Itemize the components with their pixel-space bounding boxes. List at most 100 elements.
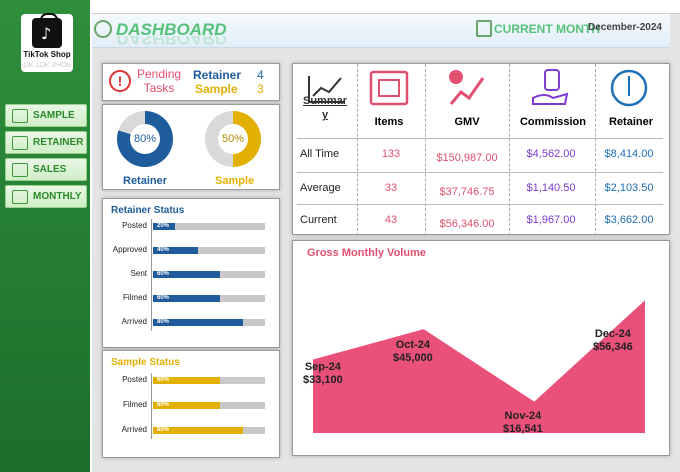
nav-label: SAMPLE (33, 110, 75, 121)
summary-cell: 133 (381, 148, 401, 160)
status-bar-track: 80% (153, 427, 265, 434)
summary-cell: 43 (384, 214, 398, 226)
gmv-data-label: Dec-24 $56,346 (593, 328, 633, 354)
nav-label: SALES (33, 164, 67, 175)
line-chart-icon (308, 76, 345, 103)
col-header-items: Items (374, 116, 404, 128)
pending-tasks-label: Pending Tasks (137, 67, 182, 95)
brand-name: TikTok Shop (23, 50, 71, 59)
summary-cell: 33 (384, 182, 398, 194)
summary-title: Summar y (302, 95, 348, 121)
status-row-label: Filmed (122, 293, 147, 302)
music-note-icon: ♪ (41, 24, 52, 43)
summary-table-panel: Summar y Items GMV Commission Retainer A… (292, 63, 670, 236)
sample-status-title: Sample Status (111, 357, 180, 368)
dashboard-header: DASHBOARD DASHBOARD CURRENT MONTH Decemb… (92, 14, 670, 48)
top-strip (92, 0, 680, 14)
gmv-data-label: Oct-24 $45,000 (393, 339, 433, 365)
summary-row-label: All Time (300, 148, 340, 160)
clock-icon (610, 69, 648, 107)
sample-ring-label: Sample (215, 175, 255, 187)
alert-icon: ! (109, 70, 131, 92)
status-row-label: Posted (122, 221, 147, 230)
status-row-label: Filmed (122, 400, 147, 409)
summary-cell: $3,662.00 (604, 214, 654, 226)
status-bar-fill: 60% (153, 271, 221, 278)
status-bar-track: 60% (153, 295, 265, 302)
status-bar-fill: 20% (153, 223, 176, 230)
col-header-retainer: Retainer (608, 116, 654, 128)
status-bar-track: 80% (153, 319, 265, 326)
retainer-ring-label: Retainer (123, 175, 168, 187)
retainer-status-panel: Retainer Status Posted 20% Approved 40% Sent… (102, 198, 280, 348)
sample-progress-ring: 50% (205, 111, 261, 167)
status-row-label: Approved (112, 245, 147, 254)
retainer-status-title: Retainer Status (111, 205, 185, 216)
pending-sample-count: 3 (257, 82, 264, 96)
gmv-area (313, 300, 645, 433)
nav-monthly-button[interactable]: MONTHLY (5, 185, 87, 208)
nav-label: RETAINER (33, 137, 84, 148)
current-month-value: December-2024 (588, 22, 662, 33)
chart-title: Gross Monthly Volume (307, 247, 426, 259)
pending-sample-label: Sample (195, 82, 238, 96)
col-header-gmv: GMV (454, 116, 480, 128)
summary-cell: $8,414.00 (604, 148, 654, 160)
calendar-icon (12, 189, 28, 204)
growth-chart-icon (449, 70, 485, 105)
retainer-progress-ring: 80% (117, 111, 173, 167)
status-axis (151, 219, 152, 331)
nav-sample-button[interactable]: SAMPLE (5, 104, 87, 127)
status-bar-track: 60% (153, 402, 265, 409)
status-row-label: Sent (130, 269, 147, 278)
summary-cell: $37,746.75 (439, 186, 495, 198)
calendar-icon (476, 20, 492, 37)
nav-retainer-button[interactable]: RETAINER (5, 131, 87, 154)
status-bar-track: 40% (153, 247, 265, 254)
status-bar-fill: 60% (153, 377, 221, 384)
sample-percent: 50% (218, 124, 248, 154)
col-header-commission: Commission (519, 116, 586, 128)
gmv-area-chart (313, 300, 645, 433)
euro-hand-icon (532, 69, 569, 105)
summary-row-label: Current (300, 214, 337, 226)
gmv-data-label: Nov-24 $16,541 (503, 409, 543, 435)
status-bar-track: 20% (153, 223, 265, 230)
retainer-percent: 80% (130, 124, 160, 154)
status-bar-track: 60% (153, 377, 265, 384)
nav-sales-button[interactable]: SALES (5, 158, 87, 181)
gmv-chart-panel: Gross Monthly Volume Sep-24 $33,100 Oct-24… (292, 240, 670, 456)
pending-retainer-label: Retainer (193, 68, 242, 82)
status-bar-fill: 60% (153, 402, 221, 409)
brand-reflection: TIK TOK SHOP (22, 60, 72, 67)
gauge-icon (94, 20, 112, 38)
summary-cell: $56,346.00 (439, 218, 495, 230)
progress-rings-panel: 80% Retainer 50% Sample (102, 104, 280, 190)
status-bar-fill: 60% (153, 295, 221, 302)
shopping-bag-icon: ♪ (32, 13, 62, 48)
nav-label: MONTHLY (33, 191, 82, 202)
status-row-label: Posted (122, 375, 147, 384)
current-month-label: CURRENT MONTH (494, 22, 600, 36)
gmv-data-label: Sep-24 $33,100 (303, 361, 343, 387)
pending-retainer-count: 4 (257, 68, 264, 82)
sidebar: ♪ TikTok Shop TIK TOK SHOP SAMPLE RETAIN… (0, 0, 90, 472)
status-bar-fill: 80% (153, 319, 243, 326)
summary-row-label: Average (300, 182, 341, 194)
status-axis (151, 373, 152, 439)
summary-cell: $1,140.50 (526, 182, 576, 194)
summary-cell: $1,967.00 (526, 214, 576, 226)
status-bar-fill: 40% (153, 247, 198, 254)
money-icon (12, 162, 28, 177)
edit-icon (12, 108, 28, 123)
check-icon (12, 135, 28, 150)
status-row-label: Arrived (121, 317, 147, 326)
summary-cell: $4,562.00 (526, 148, 576, 160)
page-title: DASHBOARD (116, 20, 227, 39)
status-row-label: Arrived (121, 425, 147, 434)
status-bar-fill: 80% (153, 427, 243, 434)
summary-cell: $2,103.50 (604, 182, 654, 194)
page-title-reflection: DASHBOARD (116, 36, 227, 48)
sample-status-panel: Sample Status Posted 60% Filmed 60% Arrived 8… (102, 350, 280, 458)
pending-tasks-panel: ! Pending Tasks Retainer Sample 4 3 (102, 63, 280, 101)
